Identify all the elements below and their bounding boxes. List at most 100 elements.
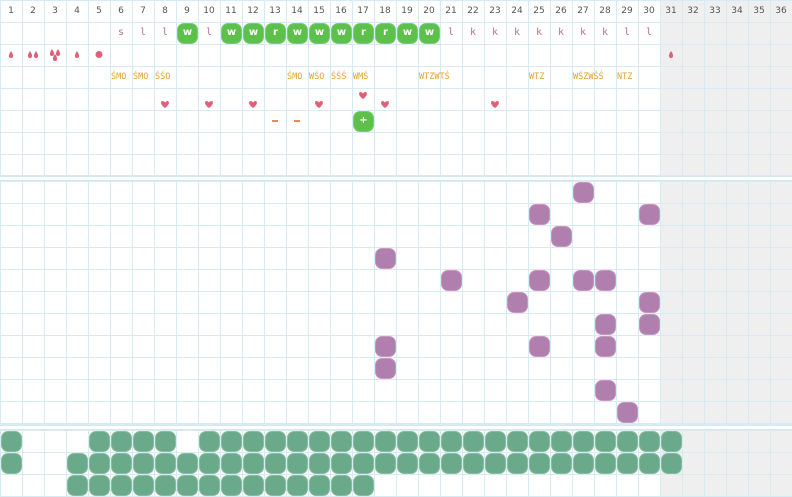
teal-blob[interactable] (508, 454, 527, 473)
teal-blob[interactable] (398, 432, 417, 451)
purple-blob[interactable] (596, 337, 615, 356)
teal-blob[interactable] (332, 454, 351, 473)
purple-blob[interactable] (596, 315, 615, 334)
teal-blob[interactable] (222, 454, 241, 473)
add-activity-button[interactable]: + (354, 112, 373, 131)
teal-blob[interactable] (530, 432, 549, 451)
teal-blob[interactable] (376, 432, 395, 451)
purple-blob[interactable] (530, 205, 549, 224)
purple-blob[interactable] (530, 271, 549, 290)
purple-blob[interactable] (442, 271, 461, 290)
teal-blob[interactable] (266, 432, 285, 451)
activity-blob-r[interactable]: r (376, 24, 395, 43)
teal-blob[interactable] (288, 454, 307, 473)
teal-blob[interactable] (552, 454, 571, 473)
activity-blob-w[interactable]: w (288, 24, 307, 43)
teal-blob[interactable] (420, 432, 439, 451)
teal-blob[interactable] (574, 454, 593, 473)
purple-blob[interactable] (596, 271, 615, 290)
teal-blob[interactable] (288, 432, 307, 451)
teal-blob[interactable] (134, 476, 153, 495)
teal-blob[interactable] (178, 476, 197, 495)
teal-blob[interactable] (662, 454, 681, 473)
teal-blob[interactable] (244, 476, 263, 495)
teal-blob[interactable] (552, 432, 571, 451)
teal-blob[interactable] (244, 432, 263, 451)
teal-blob[interactable] (200, 476, 219, 495)
teal-blob[interactable] (134, 432, 153, 451)
purple-blob[interactable] (508, 293, 527, 312)
teal-blob[interactable] (354, 454, 373, 473)
teal-blob[interactable] (200, 454, 219, 473)
teal-blob[interactable] (156, 476, 175, 495)
teal-blob[interactable] (640, 454, 659, 473)
teal-blob[interactable] (486, 432, 505, 451)
teal-blob[interactable] (640, 432, 659, 451)
activity-blob-w[interactable]: w (178, 24, 197, 43)
activity-blob-r[interactable]: r (354, 24, 373, 43)
teal-blob[interactable] (354, 476, 373, 495)
teal-blob[interactable] (662, 432, 681, 451)
teal-blob[interactable] (618, 454, 637, 473)
purple-blob[interactable] (640, 205, 659, 224)
teal-blob[interactable] (68, 454, 87, 473)
purple-blob[interactable] (376, 337, 395, 356)
teal-blob[interactable] (156, 454, 175, 473)
teal-blob[interactable] (2, 454, 21, 473)
teal-blob[interactable] (398, 454, 417, 473)
teal-blob[interactable] (354, 432, 373, 451)
teal-blob[interactable] (134, 454, 153, 473)
teal-blob[interactable] (596, 454, 615, 473)
teal-blob[interactable] (574, 432, 593, 451)
teal-blob[interactable] (310, 432, 329, 451)
purple-blob[interactable] (376, 249, 395, 268)
teal-blob[interactable] (310, 454, 329, 473)
teal-blob[interactable] (244, 454, 263, 473)
purple-blob[interactable] (574, 183, 593, 202)
teal-blob[interactable] (90, 476, 109, 495)
teal-blob[interactable] (464, 432, 483, 451)
teal-blob[interactable] (222, 432, 241, 451)
activity-blob-w[interactable]: w (244, 24, 263, 43)
teal-blob[interactable] (376, 454, 395, 473)
teal-blob[interactable] (442, 432, 461, 451)
activity-blob-r[interactable]: r (266, 24, 285, 43)
teal-blob[interactable] (420, 454, 439, 473)
teal-blob[interactable] (618, 432, 637, 451)
teal-blob[interactable] (486, 454, 505, 473)
teal-blob[interactable] (464, 454, 483, 473)
purple-blob[interactable] (552, 227, 571, 246)
teal-blob[interactable] (288, 476, 307, 495)
teal-blob[interactable] (266, 454, 285, 473)
teal-blob[interactable] (596, 432, 615, 451)
activity-blob-w[interactable]: w (398, 24, 417, 43)
activity-blob-w[interactable]: w (222, 24, 241, 43)
teal-blob[interactable] (222, 476, 241, 495)
teal-blob[interactable] (310, 476, 329, 495)
teal-blob[interactable] (508, 432, 527, 451)
activity-blob-w[interactable]: w (332, 24, 351, 43)
purple-blob[interactable] (618, 403, 637, 422)
teal-blob[interactable] (200, 432, 219, 451)
teal-blob[interactable] (68, 476, 87, 495)
teal-blob[interactable] (112, 454, 131, 473)
teal-blob[interactable] (332, 476, 351, 495)
purple-blob[interactable] (530, 337, 549, 356)
teal-blob[interactable] (442, 454, 461, 473)
teal-blob[interactable] (112, 432, 131, 451)
teal-blob[interactable] (112, 476, 131, 495)
teal-blob[interactable] (332, 432, 351, 451)
teal-blob[interactable] (266, 476, 285, 495)
activity-blob-w[interactable]: w (420, 24, 439, 43)
teal-blob[interactable] (530, 454, 549, 473)
purple-blob[interactable] (640, 293, 659, 312)
purple-blob[interactable] (640, 315, 659, 334)
teal-blob[interactable] (90, 454, 109, 473)
purple-blob[interactable] (574, 271, 593, 290)
activity-blob-w[interactable]: w (310, 24, 329, 43)
teal-blob[interactable] (156, 432, 175, 451)
teal-blob[interactable] (2, 432, 21, 451)
purple-blob[interactable] (596, 381, 615, 400)
teal-blob[interactable] (178, 454, 197, 473)
purple-blob[interactable] (376, 359, 395, 378)
